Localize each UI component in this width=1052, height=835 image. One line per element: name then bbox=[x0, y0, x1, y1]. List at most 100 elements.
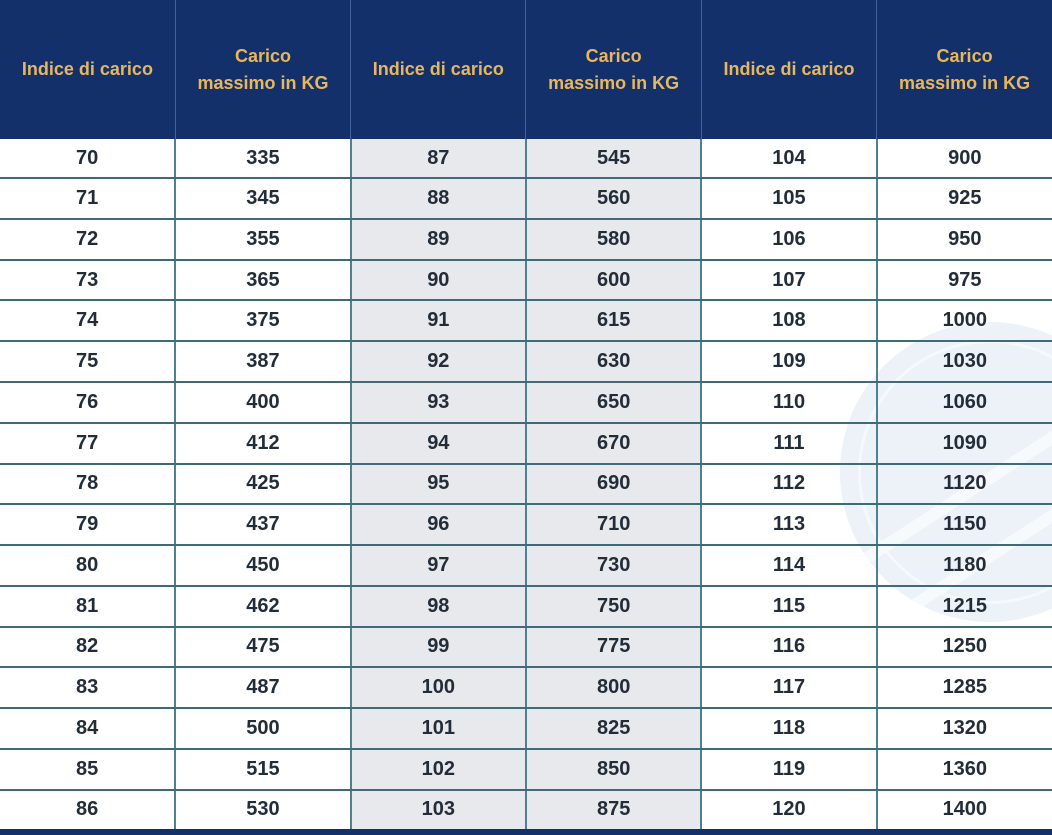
cell-load-index: 99 bbox=[350, 626, 527, 669]
cell-max-load-kg: 1320 bbox=[876, 708, 1052, 750]
cell-max-load-kg: 335 bbox=[175, 139, 352, 180]
cell-max-load-kg: 1150 bbox=[876, 504, 1052, 547]
cell-load-index: 90 bbox=[350, 259, 527, 302]
cell-max-load-kg: 925 bbox=[876, 178, 1052, 220]
cell-max-load-kg: 560 bbox=[525, 178, 703, 220]
header-load-index: Indice di carico bbox=[350, 0, 527, 139]
table-row: 71 345 88 560 105 925 bbox=[0, 178, 1052, 220]
cell-max-load-kg: 1360 bbox=[876, 748, 1052, 791]
cell-max-load-kg: 775 bbox=[525, 626, 703, 669]
table-row: 81 462 98 750 115 1215 bbox=[0, 585, 1052, 628]
cell-max-load-kg: 710 bbox=[525, 504, 703, 547]
cell-load-index: 117 bbox=[701, 667, 878, 710]
cell-max-load-kg: 580 bbox=[525, 218, 703, 261]
cell-max-load-kg: 1030 bbox=[876, 341, 1052, 383]
cell-load-index: 109 bbox=[701, 341, 878, 383]
cell-load-index: 71 bbox=[0, 178, 177, 220]
cell-load-index: 81 bbox=[0, 585, 177, 628]
cell-load-index: 113 bbox=[701, 504, 878, 547]
cell-max-load-kg: 345 bbox=[175, 178, 352, 220]
cell-load-index: 102 bbox=[350, 748, 527, 791]
cell-max-load-kg: 475 bbox=[175, 626, 352, 669]
header-load-index: Indice di carico bbox=[0, 0, 176, 139]
cell-max-load-kg: 600 bbox=[525, 259, 703, 302]
cell-load-index: 80 bbox=[0, 545, 177, 587]
cell-load-index: 118 bbox=[701, 708, 878, 750]
cell-max-load-kg: 355 bbox=[175, 218, 352, 261]
table-row: 76 400 93 650 110 1060 bbox=[0, 381, 1052, 424]
table-row: 78 425 95 690 112 1120 bbox=[0, 463, 1052, 506]
cell-max-load-kg: 545 bbox=[525, 139, 703, 180]
cell-max-load-kg: 1215 bbox=[876, 585, 1052, 628]
table-header-row: Indice di carico Carico massimo in KG Indi… bbox=[0, 0, 1052, 139]
cell-max-load-kg: 730 bbox=[525, 545, 703, 587]
table-row: 86 530 103 875 120 1400 bbox=[0, 789, 1052, 829]
cell-load-index: 76 bbox=[0, 381, 177, 424]
cell-max-load-kg: 365 bbox=[175, 259, 352, 302]
cell-max-load-kg: 487 bbox=[175, 667, 352, 710]
cell-max-load-kg: 515 bbox=[175, 748, 352, 791]
cell-max-load-kg: 1000 bbox=[876, 300, 1052, 343]
table-header: Indice di carico Carico massimo in KG Indi… bbox=[0, 0, 1052, 139]
cell-load-index: 86 bbox=[0, 789, 177, 829]
cell-max-load-kg: 1060 bbox=[876, 381, 1052, 424]
cell-load-index: 87 bbox=[350, 139, 527, 180]
cell-load-index: 82 bbox=[0, 626, 177, 669]
cell-max-load-kg: 530 bbox=[175, 789, 352, 829]
cell-max-load-kg: 387 bbox=[175, 341, 352, 383]
cell-load-index: 72 bbox=[0, 218, 177, 261]
table-row: 83 487 100 800 117 1285 bbox=[0, 667, 1052, 710]
cell-load-index: 106 bbox=[701, 218, 878, 261]
cell-load-index: 88 bbox=[350, 178, 527, 220]
header-max-load-kg: Carico massimo in KG bbox=[876, 0, 1052, 139]
header-max-load-kg: Carico massimo in KG bbox=[525, 0, 702, 139]
cell-load-index: 111 bbox=[701, 422, 878, 465]
cell-load-index: 77 bbox=[0, 422, 177, 465]
cell-load-index: 73 bbox=[0, 259, 177, 302]
cell-load-index: 100 bbox=[350, 667, 527, 710]
cell-load-index: 92 bbox=[350, 341, 527, 383]
cell-load-index: 79 bbox=[0, 504, 177, 547]
cell-max-load-kg: 750 bbox=[525, 585, 703, 628]
cell-load-index: 116 bbox=[701, 626, 878, 669]
cell-load-index: 114 bbox=[701, 545, 878, 587]
cell-load-index: 78 bbox=[0, 463, 177, 506]
cell-max-load-kg: 630 bbox=[525, 341, 703, 383]
cell-load-index: 74 bbox=[0, 300, 177, 343]
cell-load-index: 107 bbox=[701, 259, 878, 302]
table-row: 73 365 90 600 107 975 bbox=[0, 259, 1052, 302]
cell-load-index: 85 bbox=[0, 748, 177, 791]
cell-load-index: 112 bbox=[701, 463, 878, 506]
cell-max-load-kg: 437 bbox=[175, 504, 352, 547]
cell-load-index: 95 bbox=[350, 463, 527, 506]
cell-load-index: 103 bbox=[350, 789, 527, 829]
cell-max-load-kg: 800 bbox=[525, 667, 703, 710]
cell-max-load-kg: 1120 bbox=[876, 463, 1052, 506]
cell-max-load-kg: 825 bbox=[525, 708, 703, 750]
cell-max-load-kg: 500 bbox=[175, 708, 352, 750]
cell-max-load-kg: 670 bbox=[525, 422, 703, 465]
cell-load-index: 110 bbox=[701, 381, 878, 424]
cell-load-index: 91 bbox=[350, 300, 527, 343]
table-row: 75 387 92 630 109 1030 bbox=[0, 341, 1052, 383]
cell-load-index: 104 bbox=[701, 139, 878, 180]
cell-max-load-kg: 1285 bbox=[876, 667, 1052, 710]
table-row: 82 475 99 775 116 1250 bbox=[0, 626, 1052, 669]
cell-load-index: 101 bbox=[350, 708, 527, 750]
table-row: 77 412 94 670 111 1090 bbox=[0, 422, 1052, 465]
cell-load-index: 70 bbox=[0, 139, 177, 180]
cell-max-load-kg: 950 bbox=[876, 218, 1052, 261]
bottom-accent-bar bbox=[0, 829, 1052, 835]
table-row: 74 375 91 615 108 1000 bbox=[0, 300, 1052, 343]
cell-load-index: 115 bbox=[701, 585, 878, 628]
table-row: 84 500 101 825 118 1320 bbox=[0, 708, 1052, 750]
header-load-index: Indice di carico bbox=[701, 0, 878, 139]
table-row: 70 335 87 545 104 900 bbox=[0, 139, 1052, 180]
cell-max-load-kg: 850 bbox=[525, 748, 703, 791]
cell-max-load-kg: 1250 bbox=[876, 626, 1052, 669]
table-body: 70 335 87 545 104 900 71 345 88 560 105 925 72 355 89 5… bbox=[0, 139, 1052, 829]
cell-load-index: 119 bbox=[701, 748, 878, 791]
table-row: 80 450 97 730 114 1180 bbox=[0, 545, 1052, 587]
cell-load-index: 96 bbox=[350, 504, 527, 547]
